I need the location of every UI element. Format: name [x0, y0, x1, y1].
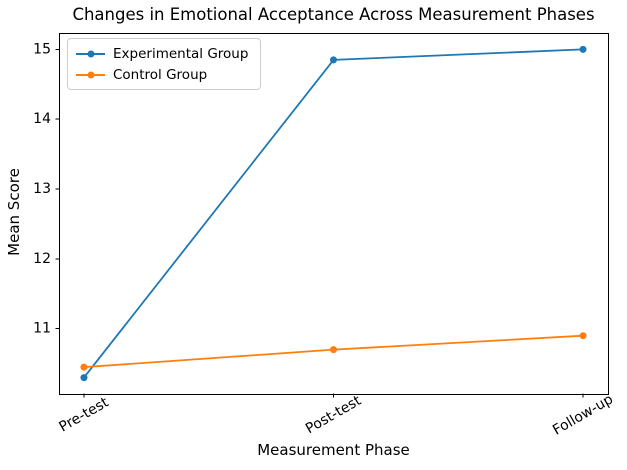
legend-line-marker-swatch: [76, 50, 105, 58]
legend: Experimental Group Control Group: [67, 38, 262, 90]
data-point-marker: [80, 374, 88, 382]
y-tick-label: 12: [33, 251, 51, 267]
data-point-marker: [80, 363, 88, 371]
legend-item: Experimental Group: [76, 44, 248, 63]
y-tick-label: 11: [33, 321, 51, 337]
series-line: [83, 48, 584, 379]
x-tick-label: Post-test: [303, 393, 364, 438]
data-point-marker: [579, 332, 587, 340]
x-tick-label: Follow-up: [550, 391, 616, 438]
data-point-marker: [330, 56, 337, 64]
x-axis-label: Measurement Phase: [257, 441, 410, 459]
legend-swatch-dot: [87, 71, 94, 78]
legend-label: Experimental Group: [113, 45, 249, 62]
legend-line-marker-swatch: [76, 71, 105, 79]
legend-swatch-dot: [87, 50, 94, 57]
x-tick-label: Pre-test: [56, 394, 111, 435]
chart-title: Changes in Emotional Acceptance Across M…: [72, 5, 595, 24]
data-point-marker: [579, 45, 587, 53]
data-point-marker: [330, 346, 337, 354]
legend-item: Control Group: [76, 65, 248, 84]
y-tick-label: 15: [33, 41, 51, 57]
y-tick-label: 13: [33, 181, 51, 197]
y-tick-label: 14: [33, 111, 51, 127]
legend-label: Control Group: [113, 66, 208, 83]
